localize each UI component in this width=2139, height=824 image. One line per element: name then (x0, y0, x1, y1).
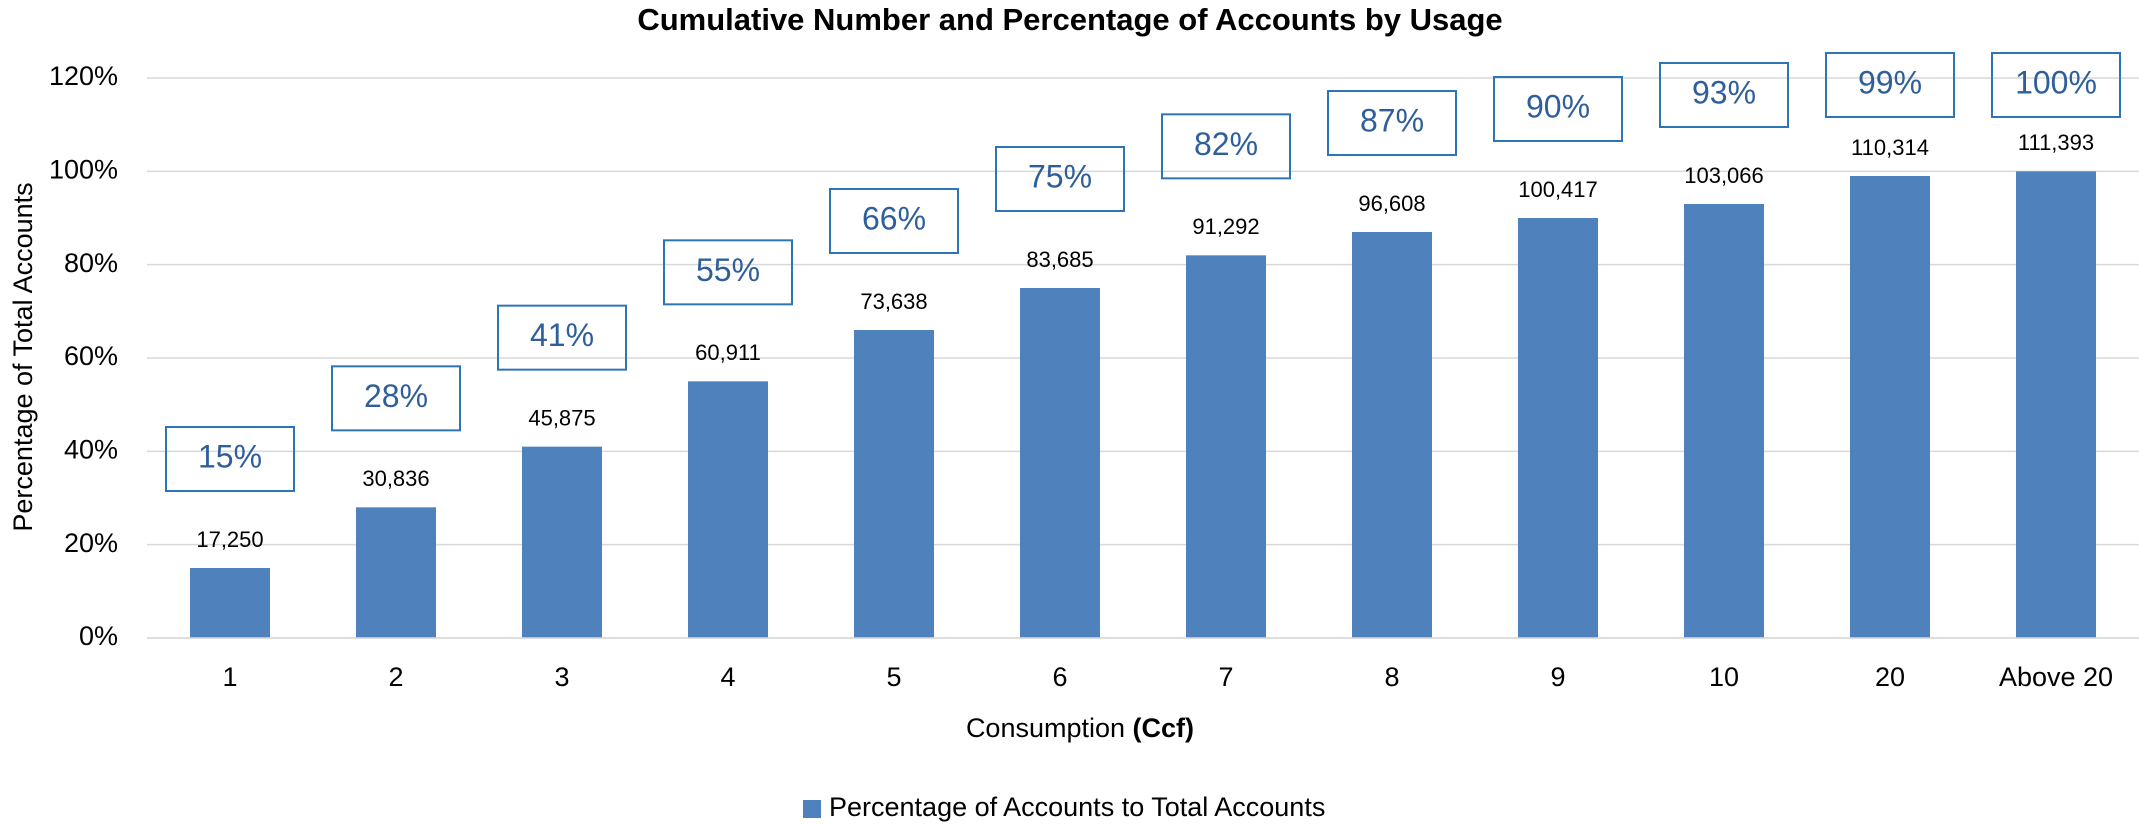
percent-box (497, 304, 627, 371)
data-label: 75% (1028, 158, 1092, 194)
count-label: 103,066 (1684, 163, 1764, 188)
data-label: 87% (1360, 102, 1424, 138)
data-label: 55% (696, 252, 760, 288)
bar (688, 381, 768, 638)
percent-box (829, 188, 959, 254)
legend-swatch (803, 800, 821, 818)
percent-box (165, 426, 295, 492)
bar (190, 568, 270, 638)
data-label: 90% (1526, 88, 1590, 124)
percent-box (1825, 52, 1955, 118)
x-tick-label: 2 (388, 662, 403, 692)
bar (854, 330, 934, 638)
legend-label: Percentage of Accounts to Total Accounts (829, 792, 1325, 822)
count-label: 17,250 (196, 527, 263, 552)
percent-box (995, 146, 1125, 212)
x-tick-label: 7 (1218, 662, 1233, 692)
y-tick-label: 60% (64, 341, 118, 371)
bar (1352, 232, 1432, 638)
count-label: 91,292 (1192, 214, 1259, 239)
y-tick-label: 0% (79, 621, 118, 651)
bar (2016, 171, 2096, 639)
data-label: 15% (198, 438, 262, 474)
percent-box (1327, 90, 1457, 156)
data-label: 82% (1194, 126, 1258, 162)
x-tick-label: 8 (1384, 662, 1399, 692)
count-label: 30,836 (362, 466, 429, 491)
data-label: 28% (364, 378, 428, 414)
percent-box (331, 365, 461, 432)
y-axis-label: Percentage of Total Accounts (8, 182, 38, 531)
x-tick-label: 9 (1550, 662, 1565, 692)
bar (1850, 176, 1930, 638)
x-tick-label: 20 (1875, 662, 1905, 692)
bar (356, 507, 436, 638)
x-tick-label: 6 (1052, 662, 1067, 692)
bar (1186, 255, 1266, 639)
count-label: 45,875 (528, 405, 595, 430)
data-label: 99% (1858, 64, 1922, 100)
x-tick-label: 4 (720, 662, 735, 692)
y-tick-label: 120% (49, 61, 118, 91)
x-axis-unit: (Ccf) (1133, 713, 1195, 743)
x-axis-label: Consumption (Ccf) (966, 713, 1194, 743)
y-tick-label: 40% (64, 434, 118, 464)
x-tick-label: Above 20 (1999, 662, 2113, 692)
bar (1020, 288, 1100, 638)
percent-box (1493, 76, 1623, 142)
bar (1518, 218, 1598, 638)
count-label: 96,608 (1358, 191, 1425, 216)
data-label: 93% (1692, 74, 1756, 110)
y-tick-label: 100% (49, 154, 118, 184)
percent-box (663, 239, 793, 306)
data-label: 41% (530, 317, 594, 353)
bar (1684, 204, 1764, 638)
count-label: 111,393 (2018, 130, 2094, 155)
x-tick-label: 1 (222, 662, 237, 692)
count-label: 60,911 (695, 340, 761, 365)
y-tick-label: 20% (64, 528, 118, 558)
x-tick-label: 10 (1709, 662, 1739, 692)
data-label: 100% (2015, 64, 2097, 100)
x-axis-label-text: Consumption (966, 713, 1125, 743)
count-label: 83,685 (1026, 247, 1093, 272)
count-label: 73,638 (860, 289, 927, 314)
percent-box (1161, 113, 1291, 180)
x-tick-label: 5 (886, 662, 901, 692)
data-label: 66% (862, 200, 926, 236)
percent-box (1659, 62, 1789, 128)
percent-box (1991, 52, 2121, 118)
chart-title: Cumulative Number and Percentage of Acco… (637, 2, 1502, 37)
bar (522, 446, 602, 638)
y-tick-label: 80% (64, 248, 118, 278)
count-label: 100,417 (1518, 177, 1598, 202)
count-label: 110,314 (1851, 135, 1929, 160)
x-tick-label: 3 (554, 662, 569, 692)
